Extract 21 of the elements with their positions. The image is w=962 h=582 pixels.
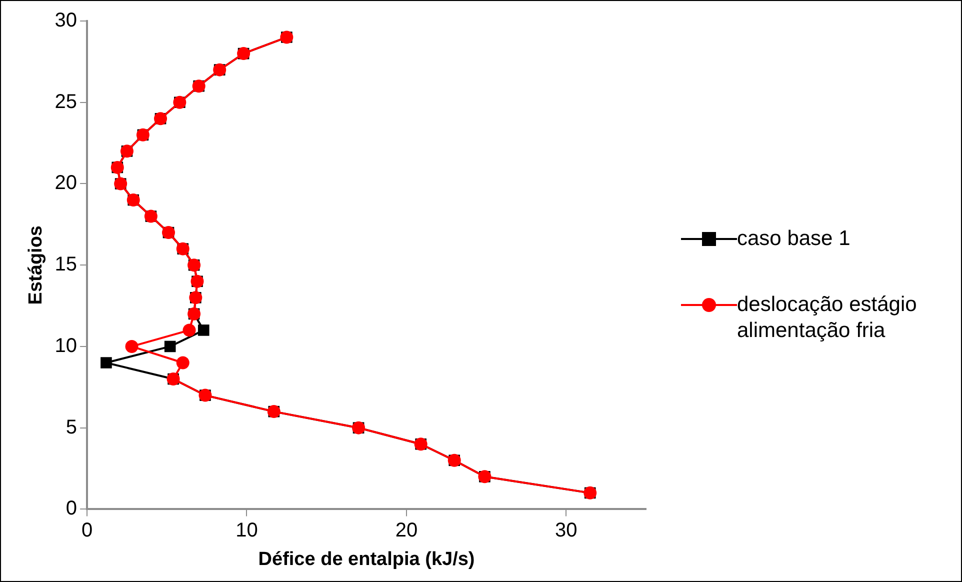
y-tick-label: 10 [54,334,78,357]
x-tick-label: 0 [81,520,93,542]
point [182,324,196,337]
legend-label: deslocação estágio alimentação fria [737,292,918,344]
x-tick-label: 30 [555,520,578,542]
y-tick-label: 5 [66,416,78,438]
y-tick-label: 0 [66,498,78,520]
point [176,356,190,370]
x-tick-label: 20 [395,520,418,542]
y-tick-label: 20 [54,172,78,194]
point [164,340,176,352]
x-axis-title: Défice de entalpia (kJ/s) [258,548,475,570]
y-tick-label: 30 [54,10,78,32]
x-tick-label: 10 [236,520,258,542]
y-tick-label: 25 [54,90,78,113]
y-axis-title: Estágios [26,226,47,305]
y-tick-label: 15 [54,254,78,276]
point [198,324,210,336]
point [125,340,138,353]
point [100,357,112,368]
legend-label: caso base 1 [737,226,850,252]
